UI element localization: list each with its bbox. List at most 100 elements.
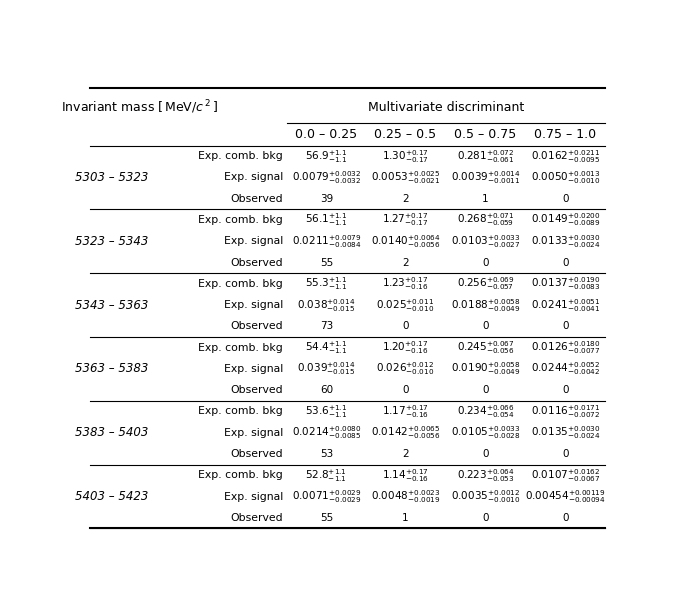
Text: 0.0039$^{+0.0014}_{-0.0011}$: 0.0039$^{+0.0014}_{-0.0011}$ [451, 169, 520, 186]
Text: 0.038$^{+0.014}_{-0.015}$: 0.038$^{+0.014}_{-0.015}$ [298, 297, 355, 314]
Text: 73: 73 [320, 321, 333, 332]
Text: 5343 – 5363: 5343 – 5363 [75, 298, 148, 312]
Text: 0.0126$^{+0.0180}_{-0.0077}$: 0.0126$^{+0.0180}_{-0.0077}$ [531, 340, 600, 356]
Text: 0.234$^{+0.066}_{-0.054}$: 0.234$^{+0.066}_{-0.054}$ [456, 403, 514, 420]
Text: Observed: Observed [231, 385, 283, 395]
Text: 1.30$^{+0.17}_{-0.17}$: 1.30$^{+0.17}_{-0.17}$ [382, 148, 428, 165]
Text: 0: 0 [562, 449, 569, 459]
Text: 0.256$^{+0.069}_{-0.057}$: 0.256$^{+0.069}_{-0.057}$ [456, 276, 514, 292]
Text: 0.026$^{+0.012}_{-0.010}$: 0.026$^{+0.012}_{-0.010}$ [376, 360, 435, 378]
Text: 0: 0 [562, 513, 569, 523]
Text: 0.0107$^{+0.0162}_{-0.0067}$: 0.0107$^{+0.0162}_{-0.0067}$ [531, 467, 600, 484]
Text: 0.0103$^{+0.0033}_{-0.0027}$: 0.0103$^{+0.0033}_{-0.0027}$ [451, 233, 520, 250]
Text: Exp. signal: Exp. signal [224, 492, 283, 502]
Text: Exp. comb. bkg: Exp. comb. bkg [198, 279, 283, 289]
Text: 5383 – 5403: 5383 – 5403 [75, 426, 148, 439]
Text: 0.0149$^{+0.0200}_{-0.0089}$: 0.0149$^{+0.0200}_{-0.0089}$ [531, 212, 600, 228]
Text: 0: 0 [562, 194, 569, 204]
Text: 5363 – 5383: 5363 – 5383 [75, 362, 148, 375]
Text: 0: 0 [482, 449, 489, 459]
Text: 0.0050$^{+0.0013}_{-0.0010}$: 0.0050$^{+0.0013}_{-0.0010}$ [531, 169, 600, 186]
Text: 0: 0 [562, 321, 569, 332]
Text: 0.039$^{+0.014}_{-0.015}$: 0.039$^{+0.014}_{-0.015}$ [298, 360, 355, 378]
Text: Exp. comb. bkg: Exp. comb. bkg [198, 343, 283, 352]
Text: Exp. signal: Exp. signal [224, 173, 283, 182]
Text: 0.245$^{+0.067}_{-0.056}$: 0.245$^{+0.067}_{-0.056}$ [456, 340, 514, 356]
Text: 0.0 – 0.25: 0.0 – 0.25 [296, 128, 357, 141]
Text: 0.0053$^{+0.0025}_{-0.0021}$: 0.0053$^{+0.0025}_{-0.0021}$ [371, 169, 440, 186]
Text: 2: 2 [402, 257, 409, 268]
Text: 39: 39 [320, 194, 333, 204]
Text: 1: 1 [402, 513, 409, 523]
Text: 1: 1 [482, 194, 489, 204]
Text: 60: 60 [320, 385, 333, 395]
Text: 55.3$^{+1.1}_{-1.1}$: 55.3$^{+1.1}_{-1.1}$ [305, 276, 348, 292]
Text: 0.0142$^{+0.0065}_{-0.0056}$: 0.0142$^{+0.0065}_{-0.0056}$ [371, 424, 440, 441]
Text: 0: 0 [482, 385, 489, 395]
Text: Observed: Observed [231, 449, 283, 459]
Text: 0.0241$^{+0.0051}_{-0.0041}$: 0.0241$^{+0.0051}_{-0.0041}$ [531, 297, 600, 314]
Text: 55: 55 [320, 513, 333, 523]
Text: 5303 – 5323: 5303 – 5323 [75, 171, 148, 184]
Text: 0.268$^{+0.071}_{-0.059}$: 0.268$^{+0.071}_{-0.059}$ [457, 212, 514, 228]
Text: 55: 55 [320, 257, 333, 268]
Text: 0: 0 [562, 385, 569, 395]
Text: 0.0133$^{+0.0030}_{-0.0024}$: 0.0133$^{+0.0030}_{-0.0024}$ [531, 233, 600, 250]
Text: 2: 2 [402, 449, 409, 459]
Text: 0.0135$^{+0.0030}_{-0.0024}$: 0.0135$^{+0.0030}_{-0.0024}$ [531, 424, 600, 441]
Text: 0: 0 [482, 321, 489, 332]
Text: 0.0105$^{+0.0033}_{-0.0028}$: 0.0105$^{+0.0033}_{-0.0028}$ [451, 424, 520, 441]
Text: 0.0048$^{+0.0023}_{-0.0019}$: 0.0048$^{+0.0023}_{-0.0019}$ [371, 488, 440, 505]
Text: 1.20$^{+0.17}_{-0.16}$: 1.20$^{+0.17}_{-0.16}$ [382, 340, 428, 356]
Text: 56.1$^{+1.1}_{-1.1}$: 56.1$^{+1.1}_{-1.1}$ [305, 212, 348, 228]
Text: 0.223$^{+0.064}_{-0.053}$: 0.223$^{+0.064}_{-0.053}$ [456, 467, 514, 484]
Text: 0.0190$^{+0.0058}_{-0.0049}$: 0.0190$^{+0.0058}_{-0.0049}$ [451, 360, 520, 378]
Text: 1.17$^{+0.17}_{-0.16}$: 1.17$^{+0.17}_{-0.16}$ [382, 403, 428, 420]
Text: Exp. comb. bkg: Exp. comb. bkg [198, 215, 283, 225]
Text: 0.0035$^{+0.0012}_{-0.0010}$: 0.0035$^{+0.0012}_{-0.0010}$ [451, 488, 520, 505]
Text: Observed: Observed [231, 194, 283, 204]
Text: 0.0140$^{+0.0064}_{-0.0056}$: 0.0140$^{+0.0064}_{-0.0056}$ [371, 233, 440, 250]
Text: 5323 – 5343: 5323 – 5343 [75, 235, 148, 248]
Text: 53.6$^{+1.1}_{-1.1}$: 53.6$^{+1.1}_{-1.1}$ [305, 403, 348, 420]
Text: 5403 – 5423: 5403 – 5423 [75, 490, 148, 503]
Text: Multivariate discriminant: Multivariate discriminant [368, 101, 524, 114]
Text: 0.00454$^{+0.00119}_{-0.00094}$: 0.00454$^{+0.00119}_{-0.00094}$ [525, 488, 606, 505]
Text: 0.0244$^{+0.0052}_{-0.0042}$: 0.0244$^{+0.0052}_{-0.0042}$ [531, 360, 600, 378]
Text: 0.0211$^{+0.0079}_{-0.0084}$: 0.0211$^{+0.0079}_{-0.0084}$ [292, 233, 361, 250]
Text: 0.0116$^{+0.0171}_{-0.0072}$: 0.0116$^{+0.0171}_{-0.0072}$ [531, 403, 600, 420]
Text: 0: 0 [402, 321, 409, 332]
Text: 0.0188$^{+0.0058}_{-0.0049}$: 0.0188$^{+0.0058}_{-0.0049}$ [451, 297, 520, 314]
Text: 0: 0 [482, 513, 489, 523]
Text: 0: 0 [482, 257, 489, 268]
Text: Exp. signal: Exp. signal [224, 300, 283, 310]
Text: 0.0162$^{+0.0211}_{-0.0095}$: 0.0162$^{+0.0211}_{-0.0095}$ [531, 148, 600, 165]
Text: 1.14$^{+0.17}_{-0.16}$: 1.14$^{+0.17}_{-0.16}$ [382, 467, 428, 484]
Text: 0.0079$^{+0.0032}_{-0.0032}$: 0.0079$^{+0.0032}_{-0.0032}$ [292, 169, 361, 186]
Text: Exp. comb. bkg: Exp. comb. bkg [198, 470, 283, 480]
Text: 1.27$^{+0.17}_{-0.17}$: 1.27$^{+0.17}_{-0.17}$ [382, 212, 428, 228]
Text: 0.5 – 0.75: 0.5 – 0.75 [454, 128, 517, 141]
Text: 0.0137$^{+0.0190}_{-0.0083}$: 0.0137$^{+0.0190}_{-0.0083}$ [531, 276, 600, 292]
Text: 0: 0 [402, 385, 409, 395]
Text: 0.75 – 1.0: 0.75 – 1.0 [534, 128, 597, 141]
Text: 0.281$^{+0.072}_{-0.061}$: 0.281$^{+0.072}_{-0.061}$ [457, 148, 514, 165]
Text: 52.8$^{+1.1}_{-1.1}$: 52.8$^{+1.1}_{-1.1}$ [306, 467, 347, 484]
Text: 54.4$^{+1.1}_{-1.1}$: 54.4$^{+1.1}_{-1.1}$ [305, 340, 348, 356]
Text: Exp. signal: Exp. signal [224, 428, 283, 438]
Text: 56.9$^{+1.1}_{-1.1}$: 56.9$^{+1.1}_{-1.1}$ [305, 148, 348, 165]
Text: 0.25 – 0.5: 0.25 – 0.5 [374, 128, 437, 141]
Text: 0.0214$^{+0.0080}_{-0.0085}$: 0.0214$^{+0.0080}_{-0.0085}$ [292, 424, 361, 441]
Text: 0: 0 [562, 257, 569, 268]
Text: Observed: Observed [231, 257, 283, 268]
Text: Exp. comb. bkg: Exp. comb. bkg [198, 151, 283, 161]
Text: Exp. signal: Exp. signal [224, 364, 283, 374]
Text: 1.23$^{+0.17}_{-0.16}$: 1.23$^{+0.17}_{-0.16}$ [382, 276, 428, 292]
Text: Observed: Observed [231, 321, 283, 332]
Text: Observed: Observed [231, 513, 283, 523]
Text: Exp. signal: Exp. signal [224, 236, 283, 246]
Text: 0.025$^{+0.011}_{-0.010}$: 0.025$^{+0.011}_{-0.010}$ [376, 297, 435, 314]
Text: Invariant mass $[\,\mathrm{MeV}/c^{\,2}\,]$: Invariant mass $[\,\mathrm{MeV}/c^{\,2}\… [61, 98, 218, 116]
Text: 0.0071$^{+0.0029}_{-0.0029}$: 0.0071$^{+0.0029}_{-0.0029}$ [292, 488, 361, 505]
Text: 53: 53 [320, 449, 333, 459]
